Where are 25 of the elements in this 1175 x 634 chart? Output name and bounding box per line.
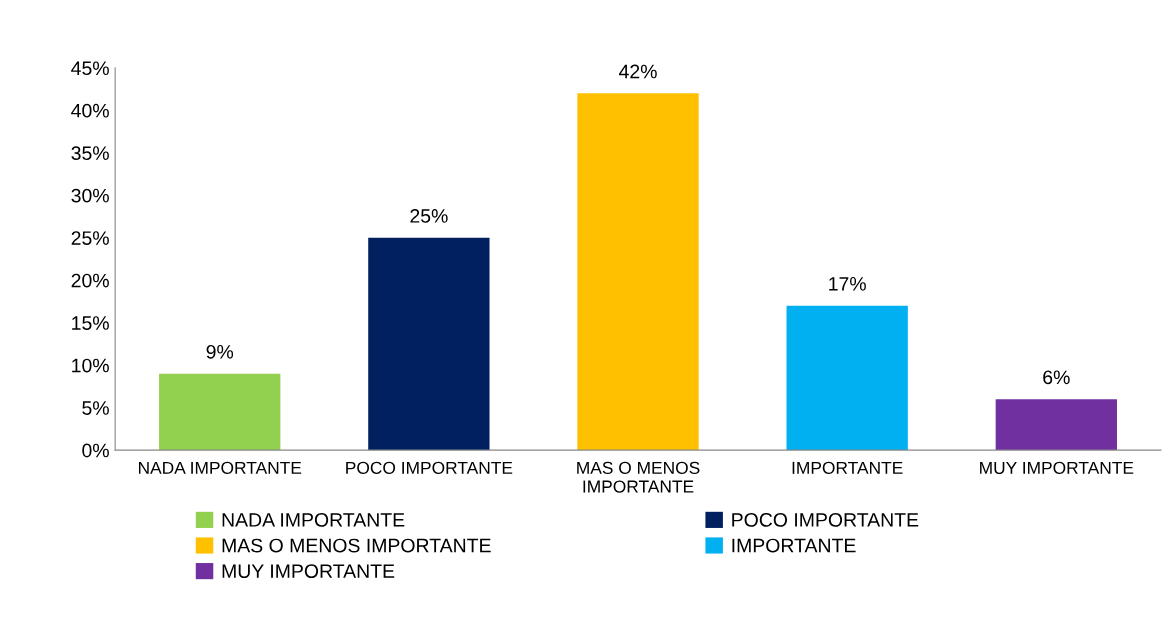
y-tick-label: 30% bbox=[71, 188, 109, 203]
y-tick-label: 10% bbox=[72, 358, 109, 373]
y-tick-label: 25% bbox=[71, 231, 109, 245]
data-label: 9% bbox=[206, 344, 234, 359]
legend-label: IMPORTANTE bbox=[732, 538, 856, 553]
y-tick-label: 45% bbox=[71, 61, 109, 76]
data-label: 17% bbox=[829, 277, 866, 291]
data-label: 6% bbox=[1043, 370, 1070, 385]
x-tick-label: NADA IMPORTANTE bbox=[138, 461, 302, 474]
y-tick-label: 0% bbox=[82, 443, 109, 458]
x-tick-label: IMPORTANTE bbox=[792, 461, 903, 474]
y-tick-label: 35% bbox=[71, 146, 109, 161]
y-tick-label: 15% bbox=[72, 316, 109, 330]
y-tick-label: 20% bbox=[71, 273, 109, 288]
y-tick-label: 40% bbox=[71, 103, 109, 118]
legend-label: MAS O MENOS IMPORTANTE bbox=[222, 538, 491, 553]
x-tick-label: MAS O MENOS IMPORTANTE bbox=[577, 461, 700, 493]
data-label: 42% bbox=[619, 64, 657, 79]
x-tick-label: MUY IMPORTANTE bbox=[980, 461, 1134, 474]
legend-label: MUY IMPORTANTE bbox=[222, 564, 395, 579]
data-label: 25% bbox=[410, 209, 448, 223]
legend-label: POCO IMPORTANTE bbox=[732, 513, 919, 527]
y-tick-label: 5% bbox=[82, 401, 109, 415]
x-tick-label: POCO IMPORTANTE bbox=[346, 461, 513, 474]
legend-label: NADA IMPORTANTE bbox=[222, 513, 405, 527]
